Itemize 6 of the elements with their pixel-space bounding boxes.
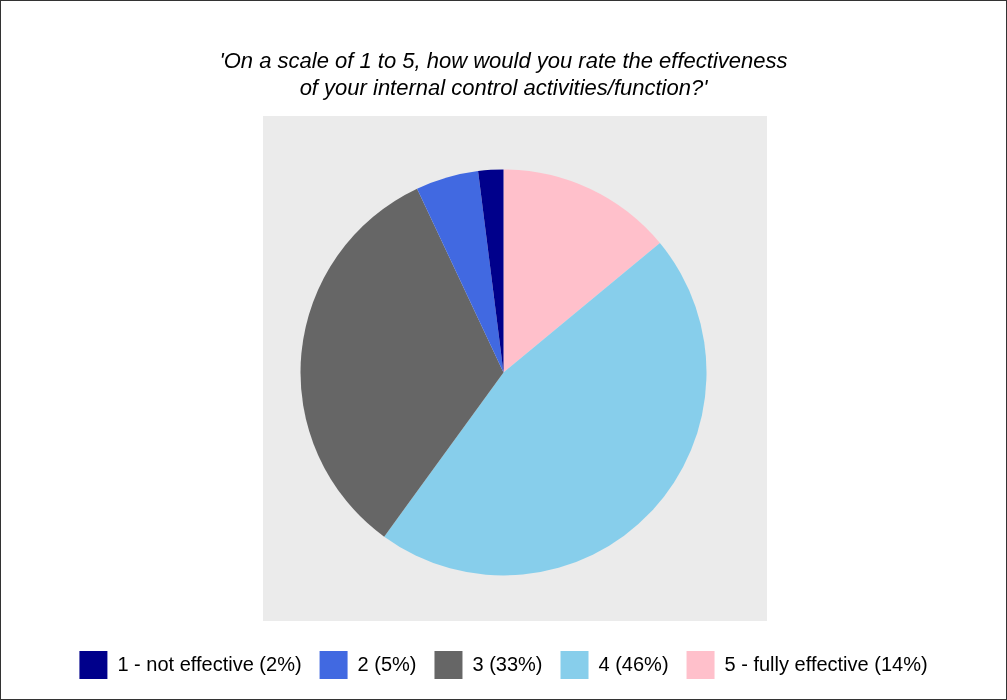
legend-label: 2 (5%) (357, 652, 417, 675)
legend-label: 3 (33%) (472, 652, 543, 675)
legend-label: 1 - not effective (2%) (117, 652, 302, 675)
chart-title: 'On a scale of 1 to 5, how would you rate the effectiveness of your internal control activities/function?' (219, 48, 788, 100)
legend-label: 4 (46%) (598, 652, 669, 675)
legend-label: 5 - fully effective (14%) (724, 652, 928, 675)
